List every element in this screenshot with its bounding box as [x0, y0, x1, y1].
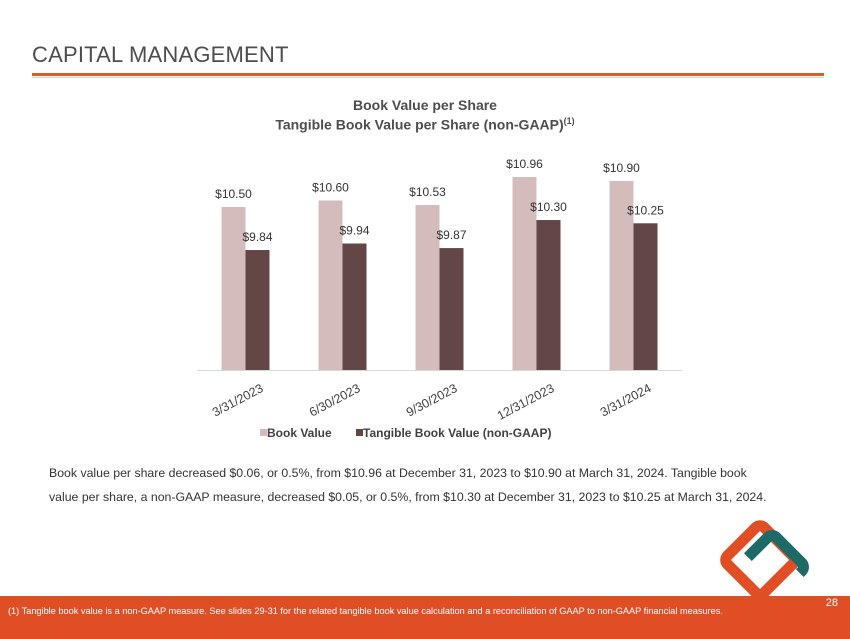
chart-subtitle-superscript: (1) — [563, 116, 575, 126]
legend-label: Tangible Book Value (non-GAAP) — [363, 426, 551, 440]
bar-book-value — [415, 205, 440, 370]
chart-subtitle-text: Tangible Book Value per Share (non-GAAP) — [275, 116, 564, 133]
page-title: CAPITAL MANAGEMENT — [32, 42, 289, 67]
data-label: $10.50 — [215, 187, 252, 201]
bar-book-value — [221, 207, 246, 370]
x-tick-label: 3/31/2023 — [210, 381, 266, 419]
bar-tangible-book-value — [439, 248, 464, 370]
chart-subtitle: Tangible Book Value per Share (non-GAAP)… — [0, 116, 850, 133]
bar-tangible-book-value — [536, 220, 561, 370]
data-label: $9.94 — [339, 224, 369, 238]
data-label: $9.84 — [242, 230, 272, 244]
logo-teal-square — [735, 530, 809, 604]
legend-swatch — [260, 429, 267, 436]
legend-label: Book Value — [267, 426, 332, 440]
page-number: 28 — [825, 597, 838, 609]
bar-book-value — [512, 177, 537, 370]
bar-tangible-book-value — [245, 250, 270, 370]
x-tick-label: 3/31/2024 — [598, 381, 654, 419]
summary-text: Book value per share decreased $0.06, or… — [49, 466, 767, 504]
bar-tangible-book-value — [342, 243, 367, 370]
data-label: $10.90 — [603, 161, 640, 175]
data-label: $9.87 — [436, 228, 466, 242]
data-label: $10.53 — [409, 185, 446, 199]
x-tick-label: 12/31/2023 — [495, 381, 557, 423]
legend-swatch — [356, 429, 363, 436]
data-label: $10.60 — [312, 180, 349, 194]
footnote: (1) Tangible book value is a non-GAAP me… — [8, 606, 723, 616]
logo-orange-square — [720, 520, 800, 600]
bar-book-value — [318, 200, 343, 370]
company-logo-icon — [720, 520, 809, 604]
x-tick-label: 9/30/2023 — [404, 381, 460, 419]
x-tick-label: 6/30/2023 — [307, 381, 363, 419]
footer-bar: (1) Tangible book value is a non-GAAP me… — [0, 596, 850, 639]
data-label: $10.96 — [506, 157, 543, 171]
title-divider — [32, 73, 824, 76]
data-label: $10.25 — [627, 203, 664, 217]
title-divider-shadow — [32, 77, 824, 78]
bar-book-value — [609, 180, 634, 370]
chart-title: Book Value per Share — [353, 97, 497, 113]
bar-tangible-book-value — [633, 223, 658, 370]
bar-chart: $10.50 $9.84 3/31/2023 $10.60 $9.94 6/30/2023… — [197, 157, 682, 440]
data-label: $10.30 — [530, 200, 567, 214]
